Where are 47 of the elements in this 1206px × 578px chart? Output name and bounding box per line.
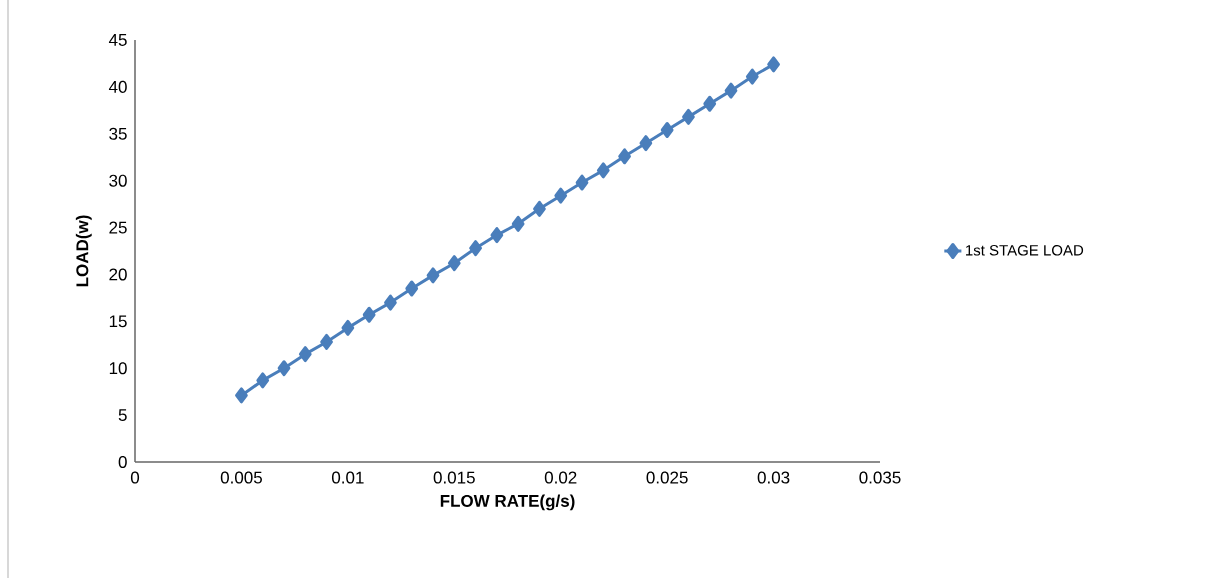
x-tick-label: 0.02: [544, 471, 577, 484]
y-tick-label: 10: [109, 362, 127, 375]
y-tick-label: 0: [118, 455, 127, 469]
point: [341, 319, 355, 336]
y-tick-label: 30: [109, 174, 127, 187]
point: [745, 68, 759, 85]
point: [703, 95, 717, 112]
point: [554, 187, 568, 204]
x-tick-label: 0.005: [220, 471, 262, 484]
point: [384, 294, 397, 311]
point: [533, 200, 546, 217]
point: [596, 162, 610, 179]
x-tick-label: 0: [130, 471, 140, 484]
point: [682, 108, 695, 125]
x-axis-title: FLOW RATE(g/s): [440, 494, 575, 511]
point: [447, 255, 461, 272]
y-axis-title: LOAD(w): [75, 215, 92, 287]
point: [618, 148, 631, 165]
y-tick-label: 15: [109, 315, 127, 328]
point: [639, 135, 653, 152]
point: [724, 82, 738, 99]
y-tick-label: 40: [108, 80, 127, 93]
x-tick-label: 0.015: [433, 471, 475, 484]
point: [660, 122, 674, 139]
y-tick-label: 25: [109, 221, 127, 234]
point: [469, 240, 482, 257]
point: [767, 56, 780, 73]
point: [320, 333, 333, 350]
point: [298, 346, 312, 363]
y-tick-label: 35: [109, 127, 127, 140]
point: [256, 372, 270, 389]
y-tick-label: 5: [118, 409, 127, 422]
x-tick-label: 0.03: [757, 471, 790, 484]
x-tick-label: 0.035: [859, 471, 901, 484]
y-tick-label: 20: [109, 268, 127, 281]
y-tick-label: 45: [108, 34, 127, 46]
point: [362, 306, 376, 323]
x-tick-label: 0.01: [331, 471, 364, 484]
point: [575, 174, 589, 191]
point: [277, 360, 291, 377]
x-tick-label: 0.025: [646, 471, 688, 484]
point: [490, 227, 504, 244]
point: [426, 267, 440, 284]
legend-label: 1st STAGE LOAD: [966, 245, 1084, 256]
point: [235, 387, 248, 404]
point: [405, 280, 419, 297]
point: [511, 215, 525, 232]
